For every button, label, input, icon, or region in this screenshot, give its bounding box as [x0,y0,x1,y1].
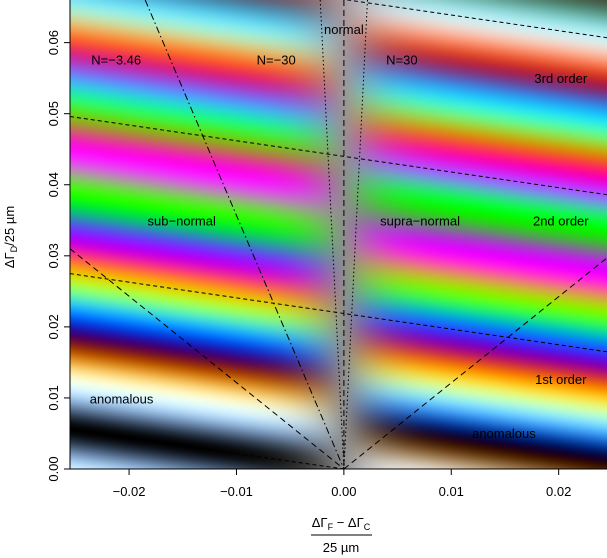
x-tick-label: 0.01 [439,484,464,499]
region-label: N=30 [386,52,417,67]
x-tick-label: −0.02 [113,484,146,499]
region-label: N=−3.46 [91,52,141,67]
y-label-rest: /25 µm [2,206,17,246]
svg-text:ΔΓD/25 µm: ΔΓD/25 µm [2,206,19,268]
region-label: 3rd order [534,71,587,86]
region-label: normal [324,22,364,37]
region-label: sub−normal [148,214,216,229]
x-axis-label: ΔΓF − ΔΓC 25 µm [311,515,372,555]
x-label-gamma2: Γ [357,515,364,530]
y-tick-label: 0.00 [46,456,61,481]
x-label-sub-f: F [328,522,334,532]
y-label-sub-d: D [9,245,19,252]
x-label-minus: − Δ [333,515,357,530]
y-tick-label: 0.06 [46,30,61,55]
region-label: 2nd order [533,214,589,229]
guide-line-anomalous-left [70,248,345,469]
x-tick-label: 0.00 [331,484,356,499]
y-tick-label: 0.03 [46,243,61,268]
x-label-delta1: Δ [312,515,321,530]
guide-line-anomalous-right [343,257,607,469]
x-tick-label: −0.01 [220,484,253,499]
region-label: anomalous [472,426,536,441]
y-axis-label: ΔΓD/25 µm [2,206,19,268]
x-label-denominator: 25 µm [323,540,359,555]
region-label: anomalous [90,391,154,406]
region-label: 1st order [535,372,587,387]
y-tick-label: 0.05 [46,101,61,126]
interference-color-map [70,0,607,469]
y-tick-label: 0.04 [46,172,61,197]
y-axis-ticks: 0.00 0.01 0.02 0.03 0.04 0.05 0.06 [46,30,70,482]
x-label-gamma1: Γ [320,515,327,530]
svg-text:ΔΓF − ΔΓC: ΔΓF − ΔΓC [312,515,371,532]
guide-line-n-3-46 [144,0,345,469]
x-tick-label: 0.02 [546,484,571,499]
x-label-sub-c: C [364,522,371,532]
region-label: supra−normal [380,214,460,229]
y-label-delta: Δ [2,259,17,268]
region-label: N=−30 [257,52,296,67]
region-labels: N=−3.46 N=−30 normal N=30 3rd order sub−norma… [90,22,589,441]
y-label-gamma: Γ [2,252,17,259]
x-axis-ticks: −0.02 −0.01 0.00 0.01 0.02 [113,469,571,499]
guide-lines [70,0,607,469]
y-tick-label: 0.02 [46,314,61,339]
y-tick-label: 0.01 [46,385,61,410]
